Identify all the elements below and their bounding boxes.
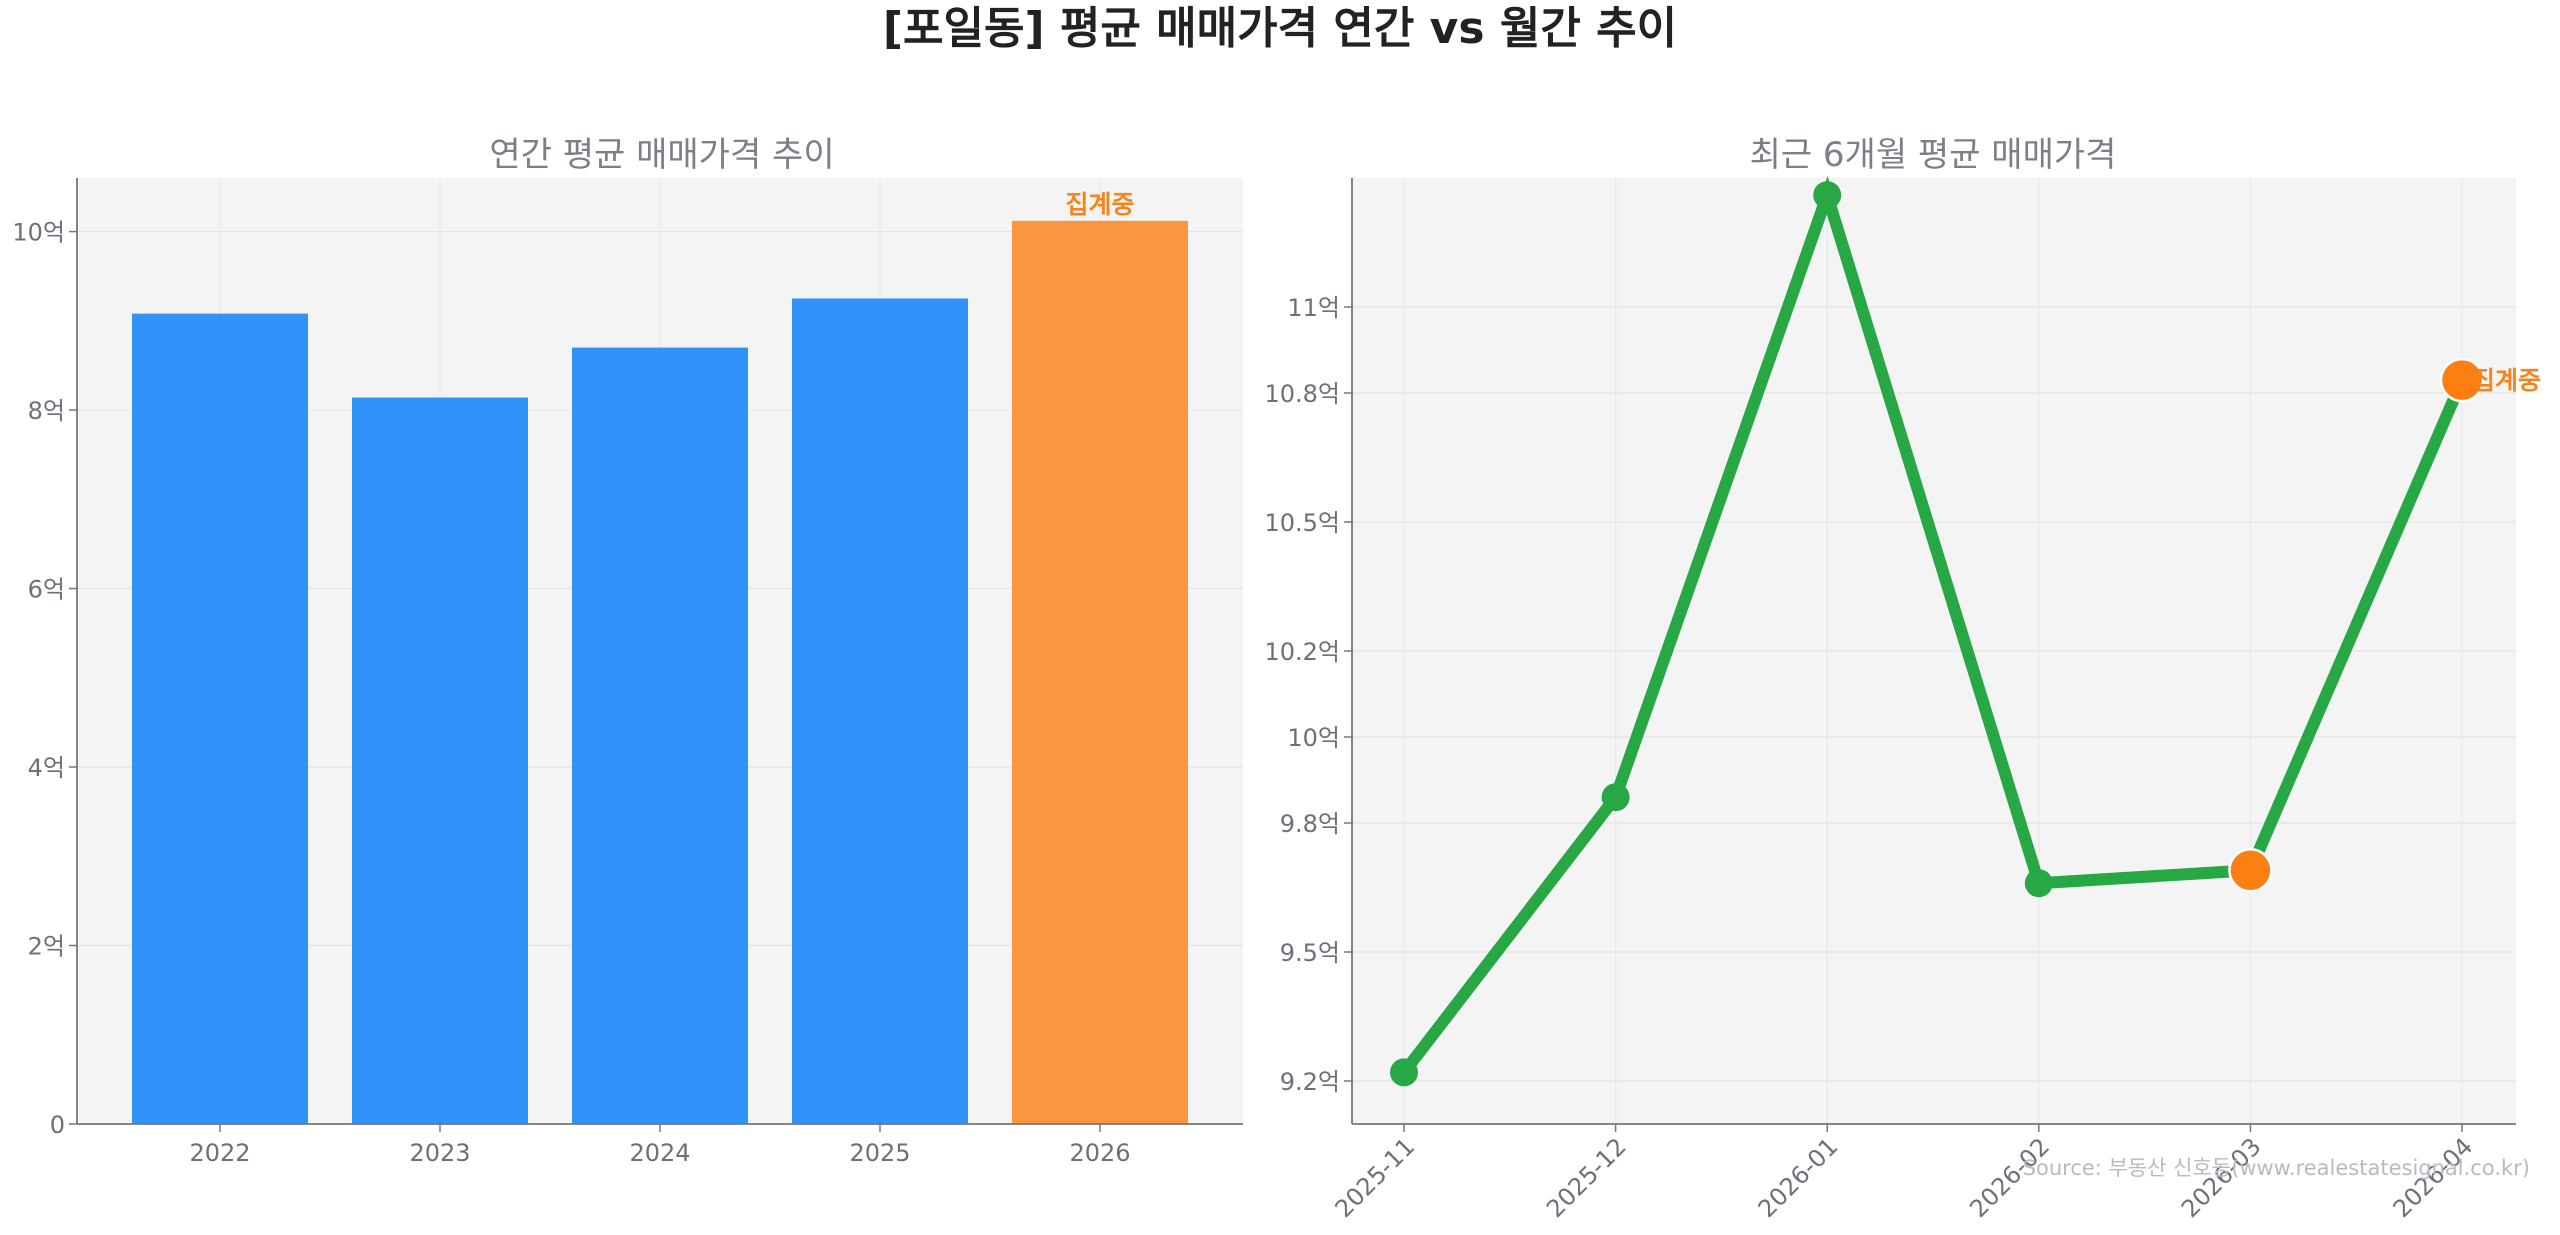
bar-chart-title: 연간 평균 매매가격 추이 — [489, 135, 834, 175]
bar-xtick-label: 2022 — [189, 1139, 250, 1167]
bar-series: 집계중 — [132, 190, 1188, 1124]
line-ytick-label: 9.2억 — [1280, 1068, 1340, 1096]
line-ytick-label: 9.5억 — [1280, 939, 1340, 967]
line-y-axis: 9.2억 9.5억 9.8억 10억 10.2억 10.5억 10.8억 11억 — [1264, 294, 1352, 1096]
bar-2026 — [1012, 220, 1188, 1124]
bar-axes-spines — [76, 178, 1243, 1125]
bar-ytick-label: 8억 — [28, 397, 65, 425]
point-2026-01 — [1813, 181, 1842, 210]
bar-xtick-label: 2024 — [629, 1139, 690, 1167]
bar-xtick-label: 2023 — [409, 1139, 470, 1167]
bar-ytick-label: 0 — [50, 1111, 65, 1139]
bar-status-label: 집계중 — [1065, 190, 1134, 219]
bar-ytick-label: 10억 — [12, 219, 65, 247]
line-status-label: 집계중 — [2472, 366, 2541, 395]
line-xtick-label: 2025-11 — [1330, 1132, 1421, 1223]
line-ytick-label: 10억 — [1287, 724, 1340, 752]
bar-ytick-label: 6억 — [28, 576, 65, 604]
point-2026-02 — [2024, 869, 2053, 898]
monthly-line-chart: 최근 6개월 평균 매매가격 집계중 9.2억 9.5억 9.8억 10억 10.2억 1… — [1264, 135, 2541, 1223]
line-ytick-label: 11억 — [1287, 294, 1340, 322]
point-2026-03 — [2228, 848, 2273, 893]
bar-ytick-label: 2억 — [28, 933, 65, 961]
bar-x-axis: 2022 2023 2024 2025 2026 — [189, 1124, 1131, 1167]
line-gridlines — [1352, 178, 2516, 1124]
source-credit: Source: 부동산 신호등(www.realestatesignal.co.… — [2023, 1156, 2530, 1180]
price-line — [1398, 176, 2468, 1079]
line-ytick-label: 10.2억 — [1264, 638, 1340, 666]
bar-2023 — [352, 397, 528, 1124]
bar-xtick-label: 2025 — [849, 1139, 910, 1167]
figure-title: [포일동] 평균 매매가격 연간 vs 월간 추이 — [883, 3, 1677, 54]
line-xtick-label: 2026-01 — [1753, 1132, 1844, 1223]
line-chart-title: 최근 6개월 평균 매매가격 — [1750, 135, 2117, 175]
line-series: 집계중 — [1390, 176, 2541, 1087]
point-2026-04 — [2439, 357, 2485, 403]
bar-2022 — [132, 313, 308, 1124]
line-ytick-label: 10.8억 — [1264, 380, 1340, 408]
bar-xtick-label: 2026 — [1069, 1139, 1130, 1167]
point-2025-12 — [1601, 783, 1630, 812]
line-axes-spines — [1351, 178, 2516, 1125]
bar-2024 — [572, 347, 748, 1124]
line-xtick-label: 2025-12 — [1541, 1132, 1632, 1223]
bar-2025 — [792, 298, 968, 1124]
line-ytick-label: 9.8억 — [1280, 810, 1340, 838]
bar-y-axis: 0 2억 4억 6억 8억 10억 — [12, 219, 77, 1139]
line-ytick-label: 10.5억 — [1264, 509, 1340, 537]
bar-ytick-label: 4억 — [28, 754, 65, 782]
point-2025-11 — [1390, 1058, 1418, 1087]
